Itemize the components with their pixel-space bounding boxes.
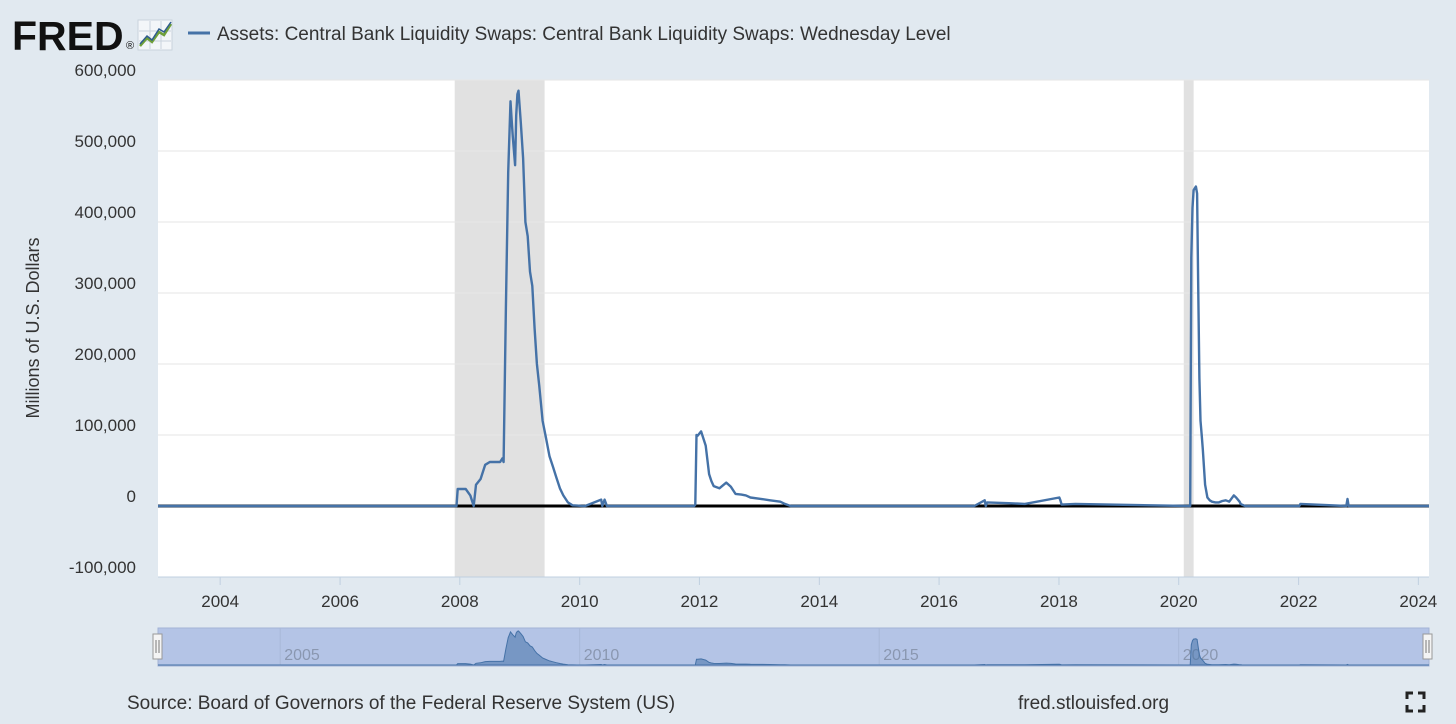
y-tick-label: 400,000 <box>75 203 136 222</box>
x-tick-label: 2018 <box>1040 592 1078 611</box>
navigator-series <box>158 630 1429 666</box>
y-tick-label: 500,000 <box>75 132 136 151</box>
x-tick-label: 2010 <box>561 592 599 611</box>
source-text: Source: Board of Governors of the Federa… <box>127 693 675 714</box>
series-line[interactable] <box>158 89 1429 508</box>
y-tick-label: 200,000 <box>75 345 136 364</box>
legend-item[interactable]: Assets: Central Bank Liquidity Swaps: Ce… <box>188 24 951 45</box>
x-axis-ticks: 2004 2006 2008 2010 2012 2014 2016 2018 2020 2022… <box>201 577 1437 611</box>
navigator[interactable]: 2005 2010 2015 2020 <box>152 627 1433 667</box>
x-tick-label: 2024 <box>1399 592 1437 611</box>
recession-band <box>454 80 545 577</box>
x-tick-label: 2014 <box>800 592 838 611</box>
site-link[interactable]: fred.stlouisfed.org <box>1018 693 1169 714</box>
navigator-mask <box>157 627 1430 667</box>
y-tick-label: 0 <box>127 487 136 506</box>
navigator-year-label: 2015 <box>883 647 919 664</box>
fred-logo-text: FRED <box>12 13 124 59</box>
plot-area <box>158 80 1429 577</box>
y-axis-label: Millions of U.S. Dollars <box>23 237 43 418</box>
y-tick-label: 600,000 <box>75 61 136 80</box>
x-tick-label: 2008 <box>441 592 479 611</box>
navigator-year-label: 2010 <box>584 647 620 664</box>
x-tick-label: 2020 <box>1160 592 1198 611</box>
fullscreen-icon[interactable] <box>1405 691 1426 713</box>
y-tick-label: 100,000 <box>75 416 136 435</box>
recession-band <box>1183 80 1194 577</box>
navigator-handle-left[interactable] <box>152 633 163 660</box>
navigator-handle-right[interactable] <box>1422 633 1433 660</box>
y-axis-ticks: -100,000 0 100,000 200,000 300,000 400,000 500… <box>69 61 136 577</box>
x-tick-label: 2006 <box>321 592 359 611</box>
y-tick-label: -100,000 <box>69 558 136 577</box>
navigator-year-label: 2005 <box>284 647 320 664</box>
x-tick-label: 2022 <box>1280 592 1318 611</box>
legend-label: Assets: Central Bank Liquidity Swaps: Ce… <box>217 24 951 45</box>
fred-logo[interactable]: FRED ® <box>12 13 173 59</box>
x-tick-label: 2016 <box>920 592 958 611</box>
fred-registered-mark: ® <box>126 40 134 52</box>
graph-icon <box>137 19 173 51</box>
x-tick-label: 2012 <box>681 592 719 611</box>
x-tick-label: 2004 <box>201 592 239 611</box>
y-tick-label: 300,000 <box>75 274 136 293</box>
